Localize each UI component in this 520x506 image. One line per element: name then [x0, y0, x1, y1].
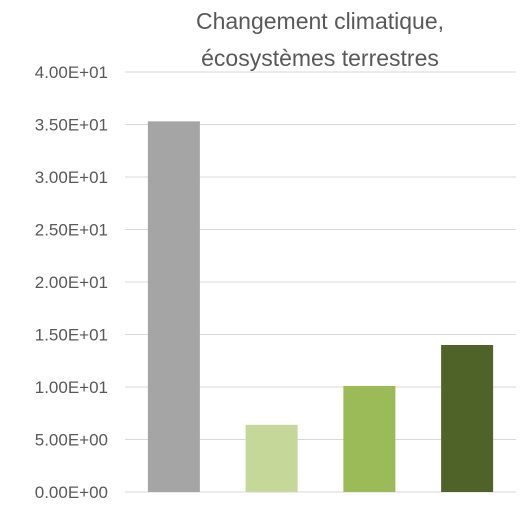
- y-tick-label: 4.00E+01: [35, 63, 108, 82]
- bar-3: [343, 385, 396, 492]
- y-tick-label: 3.50E+01: [35, 116, 108, 135]
- bar-2: [245, 424, 298, 492]
- y-tick-label: 0.00E+00: [35, 483, 108, 502]
- y-tick-label: 2.00E+01: [35, 273, 108, 292]
- chart-title-line-1: Changement climatique,: [196, 8, 444, 34]
- y-tick-label: 5.00E+00: [35, 431, 108, 450]
- y-tick-label: 1.50E+01: [35, 326, 108, 345]
- y-tick-label: 3.00E+01: [35, 168, 108, 187]
- bar-1: [147, 121, 200, 492]
- bar-4: [441, 345, 494, 492]
- y-axis-tick-labels: 0.00E+00 5.00E+00 1.00E+01 1.50E+01 2.00E+01…: [35, 63, 108, 502]
- y-tick-label: 1.00E+01: [35, 378, 108, 397]
- chart-title-line-2: écosystèmes terrestres: [201, 45, 439, 71]
- y-tick-label: 2.50E+01: [35, 221, 108, 240]
- bars: [147, 121, 494, 492]
